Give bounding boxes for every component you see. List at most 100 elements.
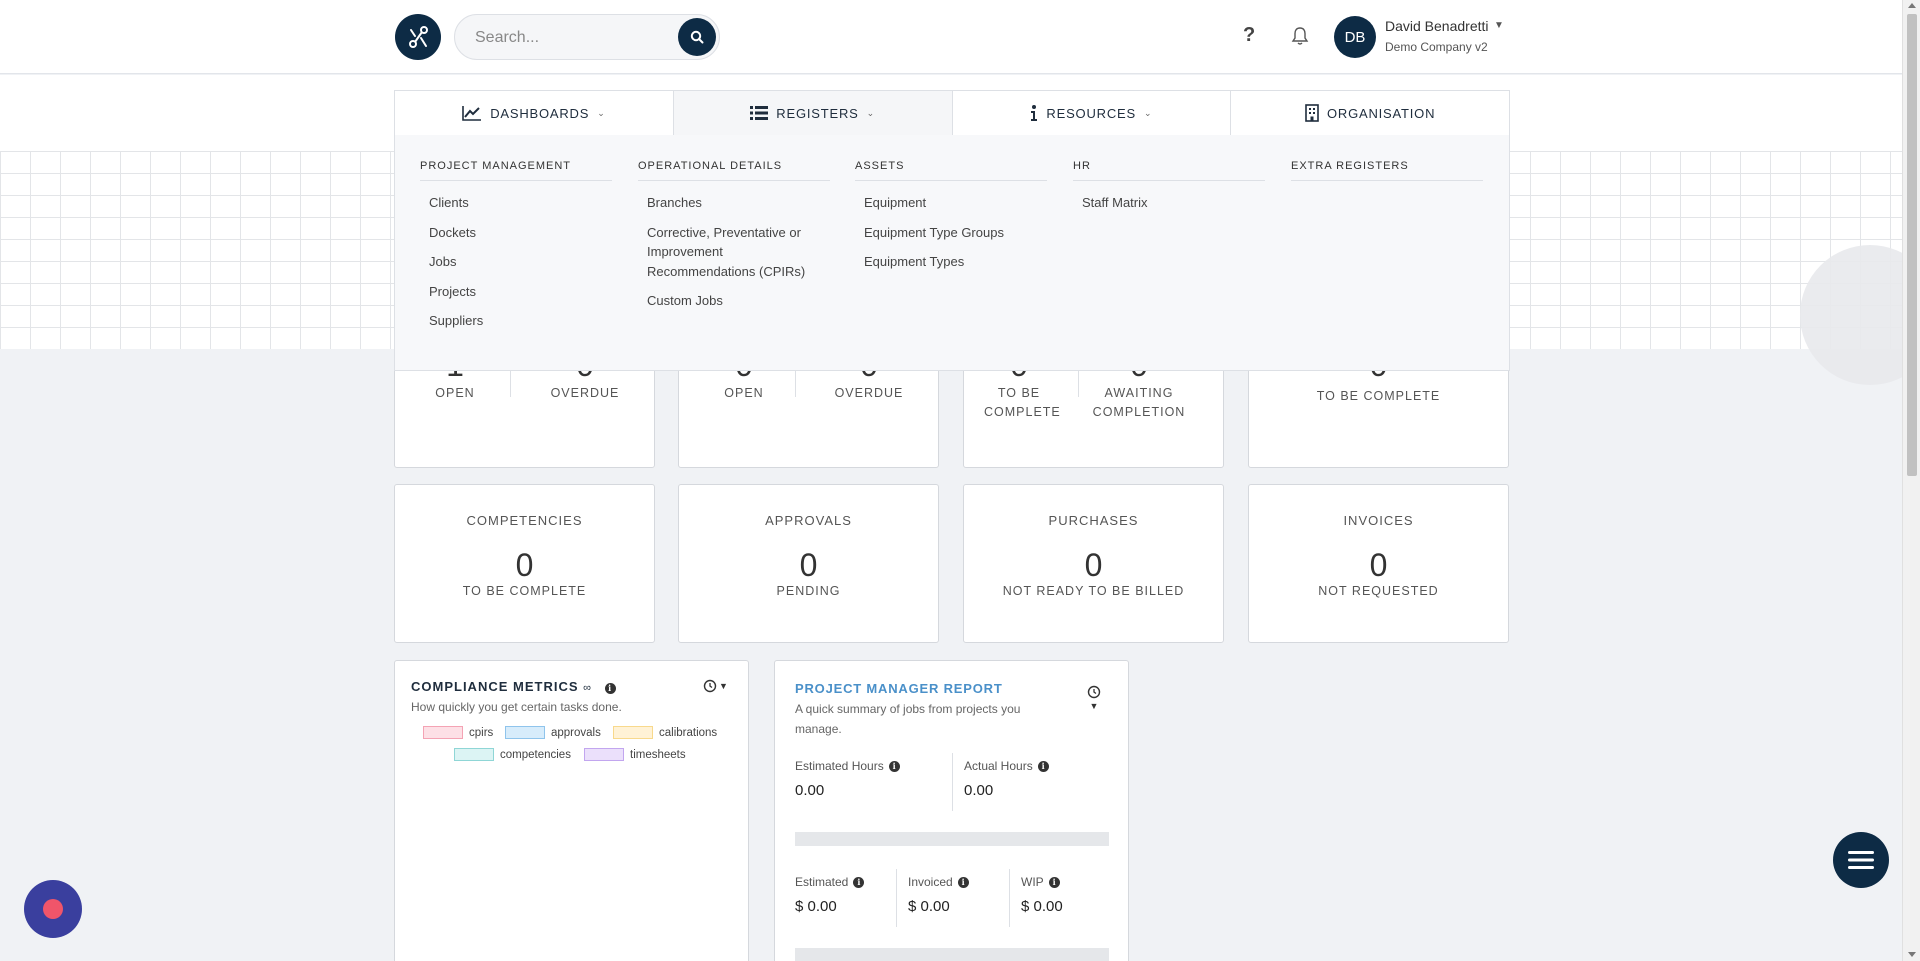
menu-fab-button[interactable] xyxy=(1833,832,1889,888)
scroll-up-arrow[interactable] xyxy=(1908,3,1916,8)
financial-progress-bar xyxy=(795,948,1109,961)
menu-column-title: EXTRA REGISTERS xyxy=(1291,160,1483,181)
stat-label-text: Estimated Hours xyxy=(795,759,884,773)
tab-registers-label: REGISTERS xyxy=(776,105,859,121)
stat-number: 0 xyxy=(1369,547,1388,583)
stat-label-text: Estimated xyxy=(795,875,849,889)
menu-item-jobs[interactable]: Jobs xyxy=(429,254,457,269)
app-logo[interactable] xyxy=(395,14,441,60)
divider xyxy=(510,371,511,397)
search-box xyxy=(454,14,720,60)
notifications-button[interactable] xyxy=(1290,26,1310,51)
invoices-card[interactable]: INVOICES 0 NOT REQUESTED xyxy=(1248,484,1509,643)
menu-column-title: PROJECT MANAGEMENT xyxy=(420,160,612,181)
search-input[interactable] xyxy=(475,27,655,49)
menu-column-title: OPERATIONAL DETAILS xyxy=(638,160,830,181)
chevron-down-icon[interactable]: ▼ xyxy=(1494,20,1504,31)
clock-icon xyxy=(703,679,717,693)
user-name[interactable]: David Benadretti xyxy=(1385,18,1489,34)
timeframe-dropdown[interactable]: ▼ xyxy=(703,679,728,693)
link-icon[interactable]: ∞ xyxy=(583,682,592,694)
tab-registers[interactable]: REGISTERS ⌄ xyxy=(673,91,953,135)
menu-column-title: ASSETS xyxy=(855,160,1047,181)
chevron-down-icon: ⌄ xyxy=(1143,107,1153,118)
actual-hours-value: 0.00 xyxy=(964,782,994,799)
menu-item-projects[interactable]: Projects xyxy=(429,283,476,299)
approvals-card[interactable]: APPROVALS 0 PENDING xyxy=(678,484,939,643)
page-scrollbar[interactable] xyxy=(1902,0,1920,961)
company-name: Demo Company v2 xyxy=(1385,40,1488,54)
menu-column-project-management: PROJECT MANAGEMENT Clients Dockets Jobs … xyxy=(420,160,612,341)
divider xyxy=(1078,371,1079,397)
logo-icon xyxy=(409,26,428,48)
compliance-title-text: COMPLIANCE METRICS xyxy=(411,679,579,694)
tab-resources[interactable]: RESOURCES ⌄ xyxy=(953,91,1232,135)
stat-label: NOT REQUESTED xyxy=(1318,584,1439,598)
menu-item-clients[interactable]: Clients xyxy=(429,195,469,210)
menu-item-custom-jobs[interactable]: Custom Jobs xyxy=(647,293,723,308)
stat-label: PENDING xyxy=(776,584,841,598)
menu-item-equipment-type-groups[interactable]: Equipment Type Groups xyxy=(864,224,1004,240)
info-icon[interactable]: i xyxy=(957,876,969,888)
widget-title: COMPLIANCE METRICS ∞ i xyxy=(411,679,616,694)
menu-item-cpirs[interactable]: Corrective, Preventative or Improvement … xyxy=(647,224,806,279)
legend-label: competencies xyxy=(500,748,571,761)
hours-progress-bar xyxy=(795,832,1109,846)
stat-number: 0 xyxy=(799,547,818,583)
competencies-card[interactable]: COMPETENCIES 0 TO BE COMPLETE xyxy=(394,484,655,643)
divider xyxy=(896,869,897,927)
card-title: COMPETENCIES xyxy=(466,513,583,528)
menu-item-equipment[interactable]: Equipment xyxy=(864,195,927,210)
menu-column-title: HR xyxy=(1073,160,1265,181)
wip-label: WIP i xyxy=(1021,875,1060,889)
wip-value: $ 0.00 xyxy=(1021,898,1063,915)
widget-subtitle: A quick summary of jobs from projects yo… xyxy=(795,702,1021,736)
bell-icon xyxy=(1291,27,1309,45)
tab-organisation[interactable]: ORGANISATION xyxy=(1231,91,1509,135)
chevron-down-icon: ▼ xyxy=(1089,701,1099,711)
card-title: APPROVALS xyxy=(765,513,852,528)
legend-item-calibrations[interactable]: calibrations xyxy=(613,726,717,739)
stat-label: NOT READY TO BE BILLED xyxy=(1002,584,1185,598)
info-icon[interactable]: i xyxy=(888,760,900,772)
menu-column-operational-details: OPERATIONAL DETAILS Branches Corrective,… xyxy=(638,160,830,321)
tab-dashboards[interactable]: DASHBOARDS ⌄ xyxy=(395,91,674,135)
menu-item-staff-matrix[interactable]: Staff Matrix xyxy=(1082,195,1148,210)
scroll-thumb[interactable] xyxy=(1907,14,1917,476)
menu-item-equipment-types[interactable]: Equipment Types xyxy=(864,254,965,269)
stat-label: TO BE COMPLETE xyxy=(1316,389,1441,403)
menu-column-extra-registers: EXTRA REGISTERS xyxy=(1291,160,1483,181)
timeframe-dropdown[interactable]: ▼ xyxy=(1087,685,1101,711)
widget-title[interactable]: PROJECT MANAGER REPORT xyxy=(795,681,1003,696)
scroll-down-arrow[interactable] xyxy=(1908,952,1916,957)
menu-column-assets: ASSETS Equipment Equipment Type Groups E… xyxy=(855,160,1047,282)
invoiced-label: Invoiced i xyxy=(908,875,969,889)
divider xyxy=(1009,869,1010,927)
info-icon[interactable]: i xyxy=(604,683,616,694)
search-icon xyxy=(690,30,704,44)
search-button[interactable] xyxy=(678,18,716,56)
menu-item-branches[interactable]: Branches xyxy=(647,195,702,210)
info-icon[interactable]: i xyxy=(1037,760,1049,772)
purchases-card[interactable]: PURCHASES 0 NOT READY TO BE BILLED xyxy=(963,484,1224,643)
stat-label: OVERDUE xyxy=(550,386,620,400)
chat-widget-button[interactable] xyxy=(24,880,82,938)
info-icon[interactable]: i xyxy=(1048,876,1060,888)
estimated-hours-value: 0.00 xyxy=(795,782,825,799)
top-header: ? DB David Benadretti ▼ Demo Company v2 xyxy=(0,0,1902,74)
chevron-down-icon: ▼ xyxy=(719,681,728,691)
stat-label-text: WIP xyxy=(1021,875,1044,889)
legend-item-competencies[interactable]: competencies xyxy=(454,748,571,761)
menu-item-suppliers[interactable]: Suppliers xyxy=(429,313,484,328)
avatar[interactable]: DB xyxy=(1334,16,1376,58)
info-icon[interactable]: i xyxy=(853,876,865,888)
list-icon xyxy=(750,106,769,120)
legend-item-timesheets[interactable]: timesheets xyxy=(584,748,686,761)
chevron-down-icon: ⌄ xyxy=(866,107,875,118)
legend-swatch xyxy=(423,726,463,739)
help-button[interactable]: ? xyxy=(1243,24,1256,46)
stat-label: TO BE COMPLETE xyxy=(984,386,1061,419)
legend-item-approvals[interactable]: approvals xyxy=(505,726,601,739)
menu-item-dockets[interactable]: Dockets xyxy=(429,224,476,240)
legend-item-cpirs[interactable]: cpirs xyxy=(423,726,493,739)
